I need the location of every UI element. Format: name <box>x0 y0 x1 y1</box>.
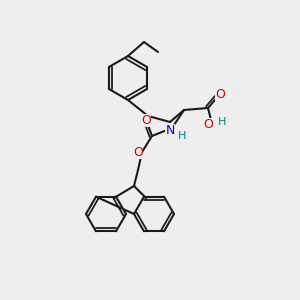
Text: O: O <box>215 88 225 100</box>
Text: O: O <box>133 146 143 158</box>
Text: H: H <box>178 131 186 141</box>
Text: O: O <box>203 118 213 130</box>
Text: H: H <box>218 117 226 127</box>
Text: N: N <box>165 124 175 136</box>
Text: O: O <box>141 113 151 127</box>
